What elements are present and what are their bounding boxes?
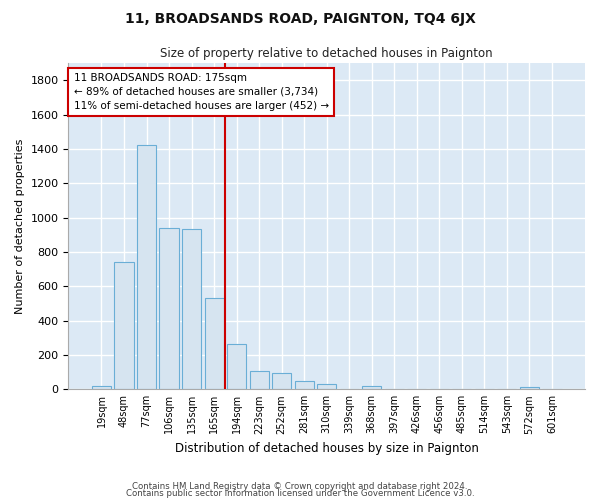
Bar	[115, 262, 134, 390]
Bar	[520, 386, 539, 390]
Text: 11 BROADSANDS ROAD: 175sqm
← 89% of detached houses are smaller (3,734)
11% of s: 11 BROADSANDS ROAD: 175sqm ← 89% of deta…	[74, 73, 329, 111]
Bar	[92, 386, 111, 390]
Text: 11, BROADSANDS ROAD, PAIGNTON, TQ4 6JX: 11, BROADSANDS ROAD, PAIGNTON, TQ4 6JX	[125, 12, 475, 26]
Y-axis label: Number of detached properties: Number of detached properties	[15, 138, 25, 314]
Title: Size of property relative to detached houses in Paignton: Size of property relative to detached ho…	[160, 48, 493, 60]
Bar	[295, 380, 314, 390]
Bar	[182, 229, 201, 390]
Bar	[227, 344, 246, 390]
Bar	[317, 384, 336, 390]
Bar	[250, 372, 269, 390]
Bar	[272, 373, 291, 390]
Bar	[362, 386, 382, 390]
X-axis label: Distribution of detached houses by size in Paignton: Distribution of detached houses by size …	[175, 442, 479, 455]
Bar	[160, 228, 179, 390]
Text: Contains HM Land Registry data © Crown copyright and database right 2024.: Contains HM Land Registry data © Crown c…	[132, 482, 468, 491]
Bar	[205, 298, 224, 390]
Text: Contains public sector information licensed under the Government Licence v3.0.: Contains public sector information licen…	[125, 489, 475, 498]
Bar	[137, 146, 156, 390]
